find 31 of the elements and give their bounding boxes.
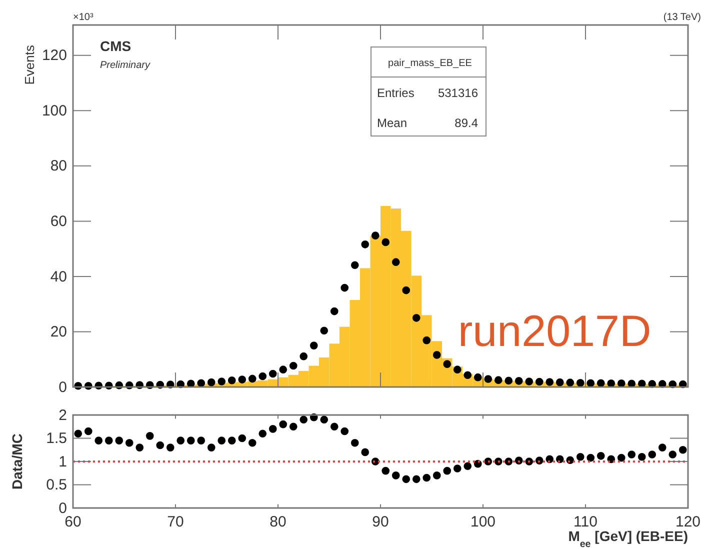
y-tick-label: 40 — [50, 268, 67, 286]
text: ×10³ — [73, 12, 94, 23]
y-tick-label: 1.5 — [46, 430, 67, 448]
annotation: run2017D — [458, 307, 652, 356]
y-tick-label: 2 — [58, 406, 67, 424]
x-tick-label: 90 — [372, 514, 389, 531]
annotation: CMS — [100, 38, 132, 54]
y-axis-title: Data/MC — [9, 433, 25, 490]
x-tick-label: 120 — [675, 514, 701, 531]
text: (13 TeV) — [663, 12, 701, 23]
y-tick-label: 1 — [58, 453, 67, 470]
annotation: pair_mass_EB_EE — [388, 58, 472, 69]
annotation: 89.4 — [454, 116, 478, 130]
y-axis-title: Events — [22, 44, 37, 85]
annotation: Entries — [377, 86, 414, 100]
y-tick-label: 0 — [58, 500, 67, 517]
x-tick-label: 110 — [574, 514, 598, 531]
y-tick-label: 80 — [50, 158, 67, 175]
y-tick-label: 120 — [42, 47, 67, 64]
annotation: Preliminary — [100, 60, 152, 71]
y-tick-label: 20 — [50, 324, 67, 341]
y-tick-label: 100 — [42, 102, 67, 120]
x-axis-title: M$_{ee}$ [GeV] (EB-EE) — [568, 528, 688, 549]
y-tick-label: 60 — [50, 213, 67, 230]
annotation: 531316 — [438, 86, 478, 100]
y-tick-label: 0.5 — [46, 476, 67, 494]
x-tick-label: 80 — [270, 514, 286, 531]
x-tick-label: 100 — [470, 514, 496, 531]
x-tick-label: 70 — [167, 514, 184, 531]
y-tick-label: 0 — [58, 378, 67, 396]
annotation: Mean — [377, 116, 408, 130]
